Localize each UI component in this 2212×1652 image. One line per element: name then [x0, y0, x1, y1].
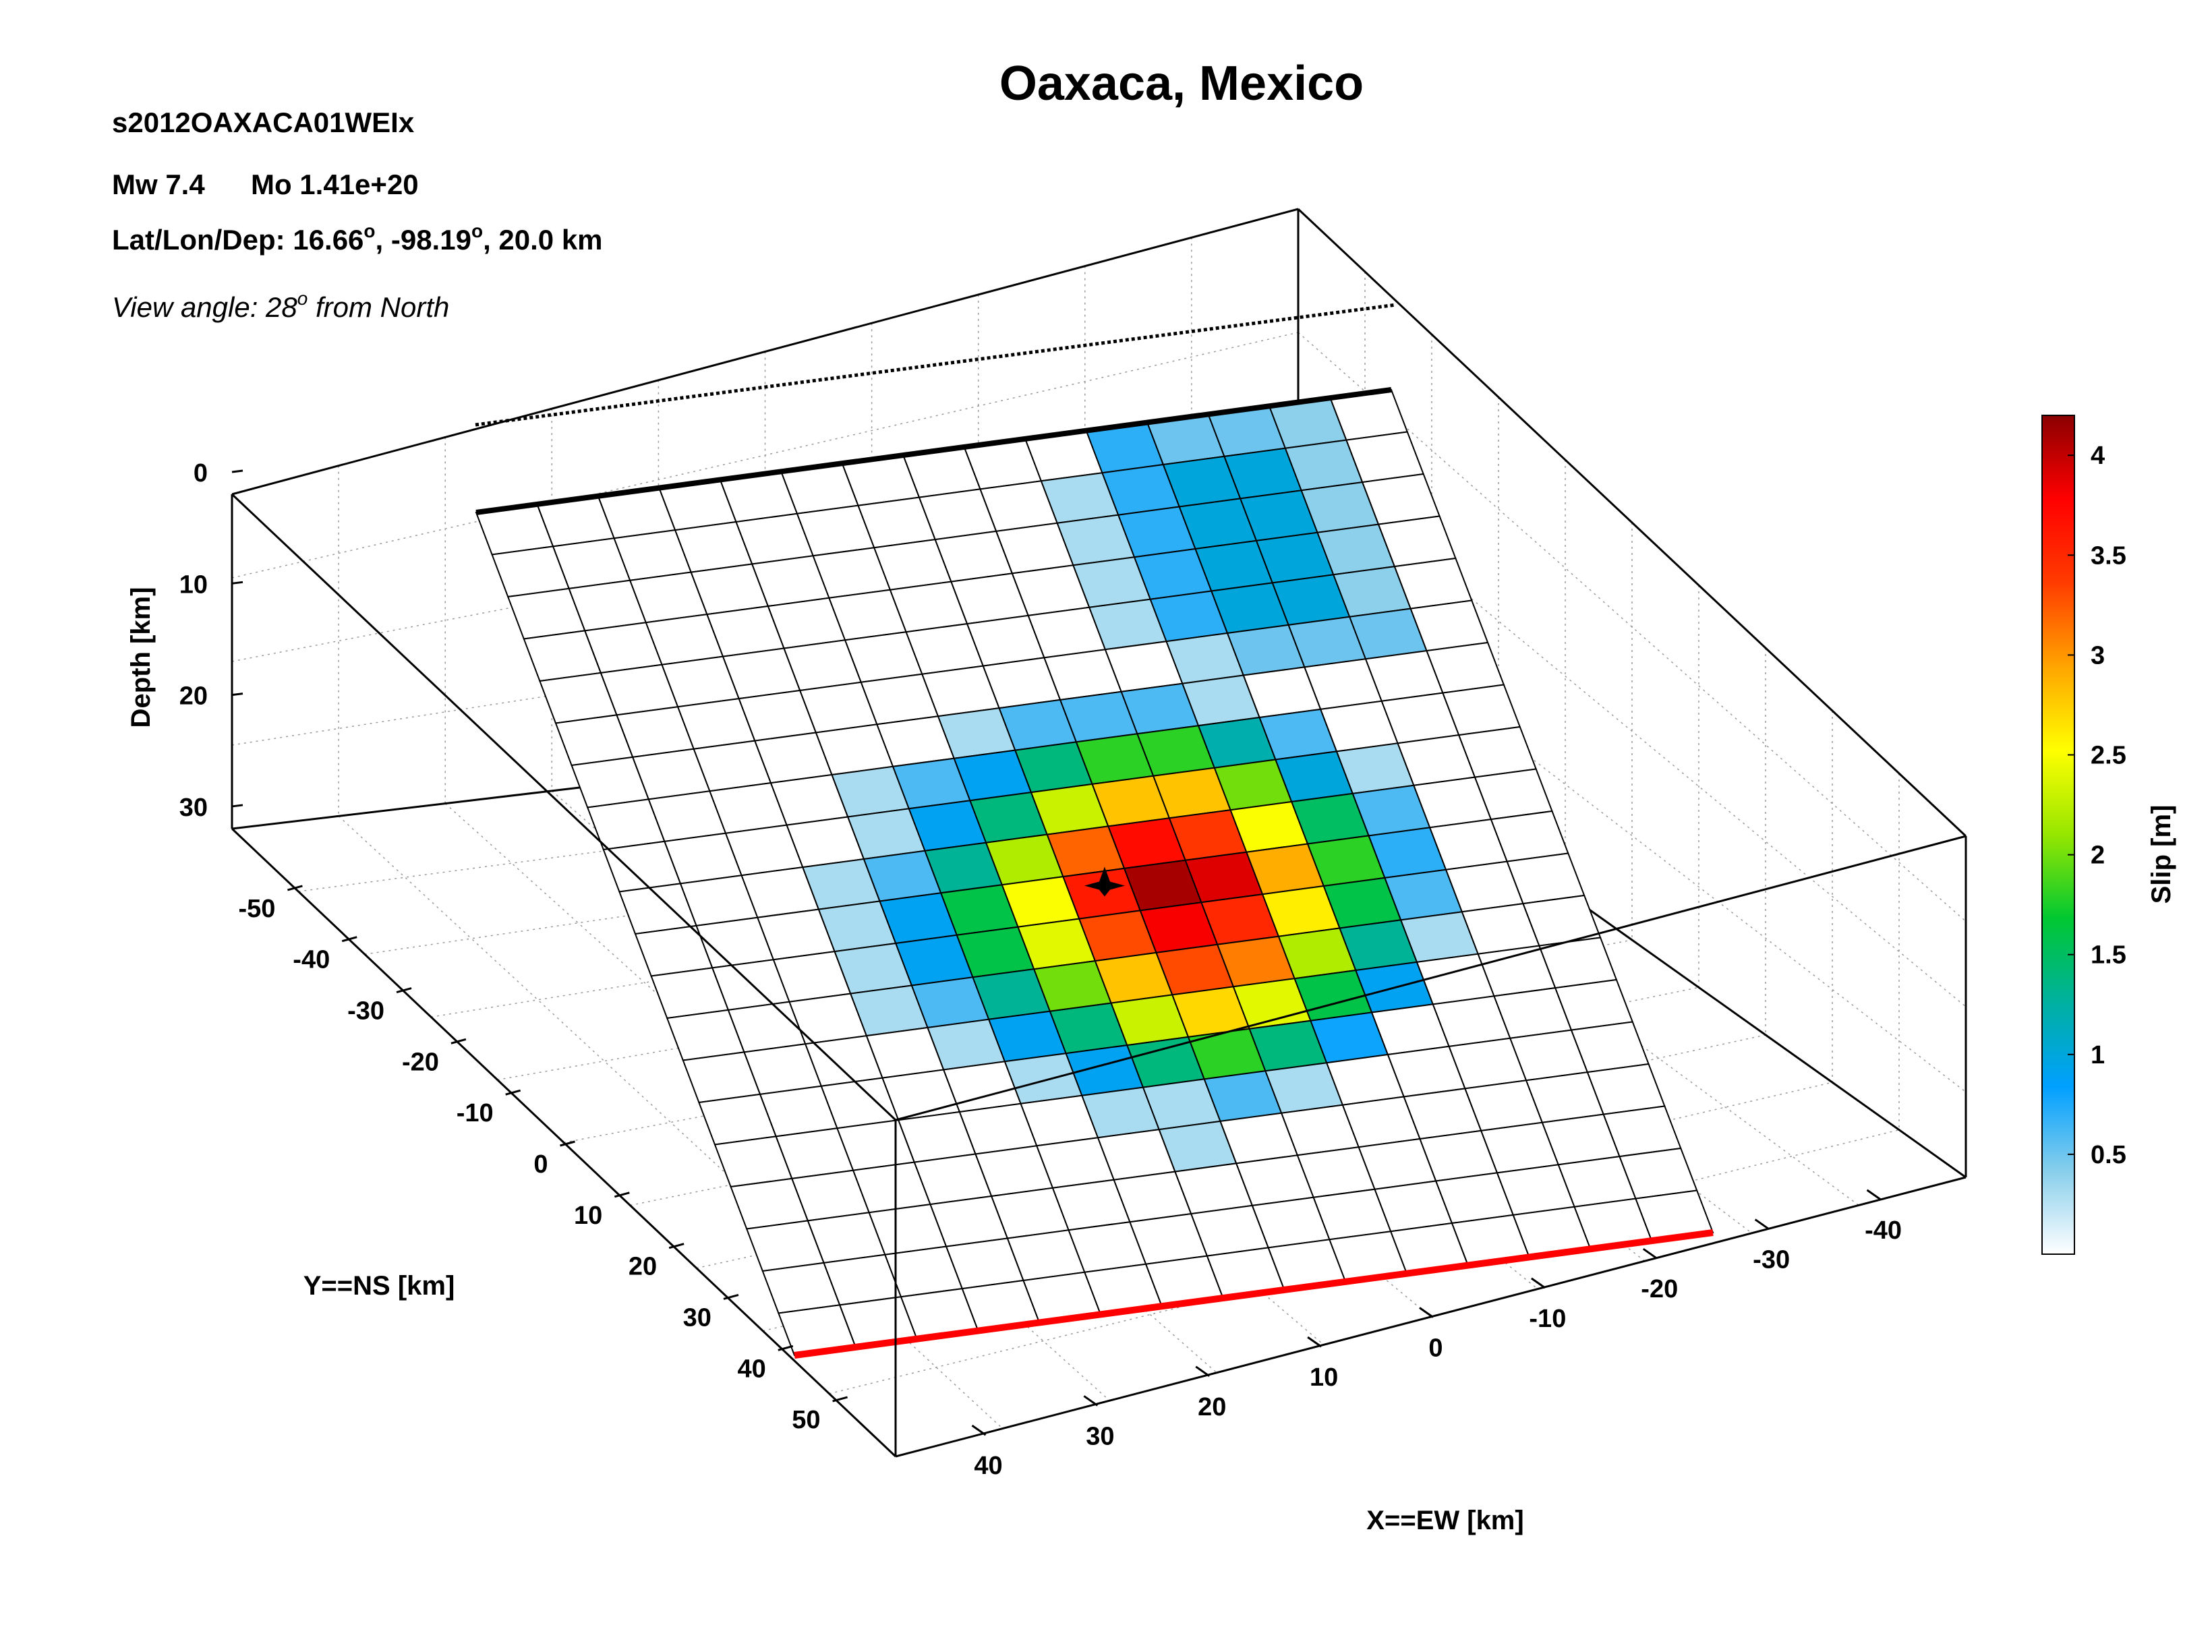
fault-bottom-edge — [794, 1229, 1714, 1359]
ew-tick-mark — [1754, 1218, 1770, 1230]
ew-tick-mark — [1531, 1277, 1546, 1289]
moment: Mo 1.41e+20 — [251, 169, 419, 200]
location-line: Lat/Lon/Dep: 16.66o, -98.19o, 20.0 km — [112, 220, 603, 256]
depth-tick-label: 20 — [179, 682, 208, 711]
depth-tick-mark — [231, 804, 243, 808]
ns-tick-label: 20 — [629, 1253, 657, 1281]
ns-tick-label: 40 — [737, 1355, 765, 1383]
colorbar-tick-label: 2.5 — [2091, 742, 2126, 770]
ew-tick-label: 10 — [1310, 1363, 1338, 1392]
location-dep: , 20.0 km — [483, 224, 602, 256]
ns-tick-mark — [778, 1345, 794, 1351]
ew-tick-label: -30 — [1753, 1246, 1790, 1274]
location-lat: Lat/Lon/Dep: 16.66 — [112, 224, 363, 256]
depth-tick-mark — [231, 581, 243, 585]
depth-tick-label: 30 — [179, 794, 208, 822]
ew-tick-mark — [1642, 1247, 1658, 1260]
event-id: s2012OAXACA01WEIx — [112, 107, 415, 138]
axes-box-edge — [895, 1176, 1967, 1458]
ns-tick-mark — [505, 1089, 521, 1096]
wall-gridline — [231, 332, 1299, 579]
axes-box-edge — [895, 835, 1967, 1121]
ns-tick-label: -30 — [347, 997, 384, 1026]
ns-tick-label: -10 — [457, 1099, 494, 1127]
fault-plane — [475, 387, 1714, 1359]
wall-gridline — [1298, 455, 1967, 1007]
colorbar-tick-label: 3.5 — [2091, 541, 2126, 570]
colorbar-tick-label: 1.5 — [2091, 941, 2126, 970]
view-angle-suffix: from North — [308, 291, 449, 323]
ns-tick-mark — [832, 1396, 848, 1403]
surface-trace — [475, 303, 1397, 427]
colorbar-label: Slip [m] — [2147, 805, 2176, 904]
view-angle: View angle: 28o from North — [112, 288, 449, 323]
colorbar-ticks: 0.5 1 1.5 2 2.5 3 3.5 4 — [2068, 442, 2126, 1169]
axes-box-edge — [231, 493, 897, 1121]
ns-tick-mark — [450, 1038, 467, 1044]
ns-tick-label: 0 — [533, 1150, 548, 1179]
degree-sup: o — [471, 220, 483, 241]
wall-gridline — [1298, 332, 1967, 922]
degree-sup: o — [297, 288, 308, 309]
ew-tick-mark — [1083, 1395, 1099, 1407]
ns-tick-label: 50 — [792, 1406, 820, 1434]
ns-tick-mark — [723, 1294, 739, 1300]
ew-tick-label: -20 — [1641, 1275, 1678, 1303]
ew-tick-mark — [1195, 1365, 1211, 1378]
depth-tick-label: 0 — [194, 459, 208, 488]
ew-tick-label: 30 — [1086, 1422, 1114, 1450]
colorbar-tick-label: 0.5 — [2091, 1141, 2126, 1169]
ns-tick-mark — [560, 1140, 575, 1147]
hypocenter-star — [1084, 866, 1125, 897]
ns-axis-label: Y==NS [km] — [303, 1271, 455, 1301]
ns-tick-label: 30 — [683, 1303, 711, 1332]
axes-box-edge — [231, 208, 1299, 496]
ew-tick-mark — [1307, 1336, 1322, 1348]
ns-tick-label: -20 — [402, 1048, 439, 1076]
ns-tick-mark — [396, 987, 412, 993]
depth-axis-label: Depth [km] — [126, 587, 156, 728]
floor-gridline — [829, 1129, 1900, 1394]
location-lon: , -98.19 — [376, 224, 471, 256]
colorbar-tick-label: 2 — [2091, 842, 2105, 870]
ew-tick-label: 20 — [1198, 1393, 1226, 1421]
ew-tick-label: -10 — [1529, 1305, 1566, 1333]
ns-tick-mark — [614, 1191, 630, 1198]
axes-box-front — [231, 493, 1967, 1458]
axes-box-edge — [231, 827, 897, 1458]
figure-title: Oaxaca, Mexico — [999, 57, 1364, 111]
ns-tick-mark — [668, 1243, 685, 1249]
depth-tick-label: 10 — [179, 570, 208, 599]
ns-tick-mark — [341, 936, 357, 943]
axes-box-edge — [1297, 208, 1967, 837]
ew-tick-label: -40 — [1865, 1216, 1902, 1245]
ns-tick-label: -50 — [238, 895, 275, 923]
fault-top-edge — [475, 387, 1392, 515]
ew-tick-mark — [1419, 1307, 1434, 1318]
ew-tick-mark — [971, 1424, 987, 1436]
ew-tick-mark — [1866, 1189, 1882, 1201]
ns-tick-mark — [287, 885, 303, 891]
magnitude: Mw 7.4 — [112, 169, 205, 200]
ew-axis-label: X==EW [km] — [1366, 1506, 1523, 1535]
ew-tick-label: 0 — [1428, 1334, 1443, 1363]
colorbar-tick-label: 1 — [2091, 1041, 2105, 1069]
depth-tick-mark — [231, 692, 243, 697]
colorbar-tick-label: 4 — [2091, 442, 2105, 470]
ns-tick-label: 10 — [574, 1202, 602, 1230]
colorbar-tick-label: 3 — [2091, 641, 2105, 670]
ns-tick-label: -40 — [293, 946, 330, 974]
view-angle-prefix: View angle: 28 — [112, 291, 297, 323]
ew-tick-label: 40 — [974, 1452, 1002, 1480]
depth-tick-mark — [231, 469, 243, 473]
degree-sup: o — [363, 220, 375, 241]
axis-ticks: 0 10 20 30 -50 -40 -30 -20 -10 0 10 20 30 40 50 40 30 20 1… — [179, 459, 1902, 1480]
colorbar — [2041, 415, 2075, 1255]
